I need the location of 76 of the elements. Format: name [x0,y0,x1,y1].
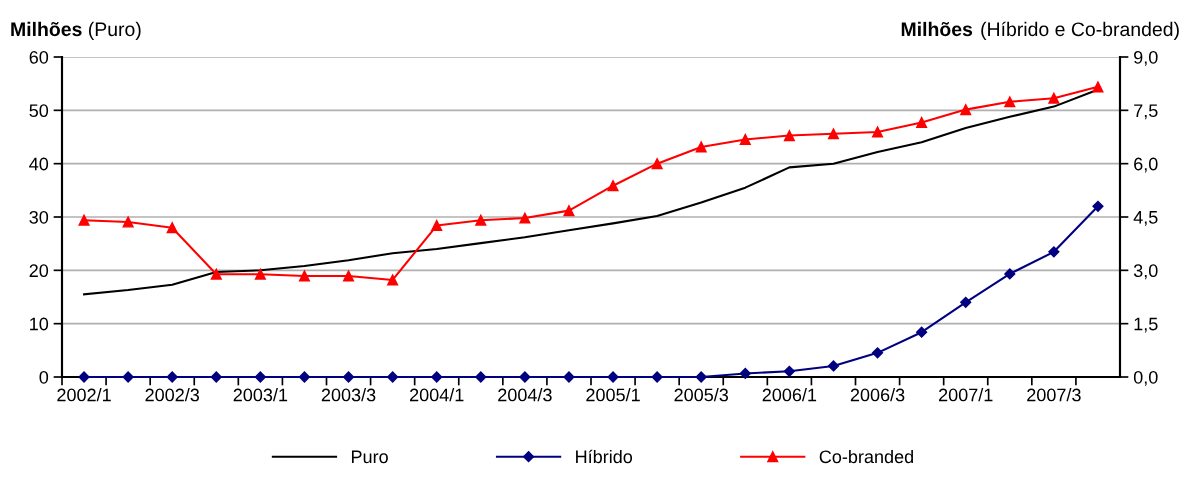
point [1092,81,1104,93]
point [563,205,575,217]
y2-tick-label: 6,0 [1134,157,1158,173]
point [783,130,795,142]
point [519,371,531,383]
point [1004,96,1016,108]
y-axis-title: Milhões (Puro) [11,21,141,40]
point [695,141,707,153]
x-tick-label: 2006/3 [850,388,905,402]
point [651,371,663,383]
point [254,268,266,280]
y2-tick-label: 9,0 [1134,50,1158,66]
x-tick-label: 2003/3 [321,388,376,402]
point [475,214,487,226]
x-tick-label: 2003/1 [233,388,288,402]
x-tick-label: 2005/3 [674,388,729,402]
point [78,214,90,226]
x-tick-label: 2002/3 [145,388,200,402]
point [298,270,311,282]
x-tick-label: 2007/1 [939,388,993,402]
point [916,116,928,128]
point [122,216,134,228]
x-tick-label: 2004/3 [498,388,552,402]
point [387,274,399,286]
y2-tick-label: 7,5 [1134,104,1158,120]
y-tick-label: 30 [29,210,49,224]
legend-label: Co-branded [819,449,913,464]
y-tick-label: 40 [29,157,49,171]
point [519,212,531,224]
point [475,371,487,383]
x-tick-label: 2005/1 [586,388,640,402]
point [871,347,884,359]
y2-axis-title: Milhões (Híbrido e Co-branded) [901,21,1179,40]
point [1092,200,1104,212]
point [210,371,222,383]
y-tick-label: 20 [29,264,49,278]
y-tick-label: 0 [39,370,49,384]
point [166,222,178,234]
point [1004,268,1016,280]
point [871,126,884,138]
point [739,367,751,380]
point [783,365,795,377]
point [431,219,443,232]
point [651,158,663,170]
x-tick-label: 2002/1 [57,388,111,402]
point [298,371,311,383]
point [1048,92,1060,104]
point [739,133,751,146]
x-tick-label: 2007/3 [1027,388,1081,402]
point [387,371,399,383]
point [1048,246,1060,258]
point [122,371,134,383]
point [960,104,972,116]
point [827,128,840,140]
y-tick-label: 10 [30,317,49,331]
y2-tick-label: 0,0 [1133,370,1158,386]
y2-tick-label: 4,5 [1133,211,1158,226]
point [210,268,222,280]
point [827,360,840,372]
legend-label: Puro [351,450,388,464]
point [607,180,619,192]
point [960,296,972,308]
point [916,326,928,338]
point [695,371,707,383]
point [342,371,355,383]
point [342,270,355,282]
point [254,371,266,383]
y-tick-label: 60 [29,50,49,64]
legend-label: Híbrido [576,449,633,464]
x-tick-label: 2006/1 [762,388,817,402]
y2-tick-label: 1,5 [1134,317,1158,333]
y2-tick-label: 3,0 [1133,264,1158,280]
x-tick-label: 2004/1 [410,388,464,402]
point [166,371,178,383]
y-tick-label: 50 [29,104,49,118]
point [431,371,443,383]
